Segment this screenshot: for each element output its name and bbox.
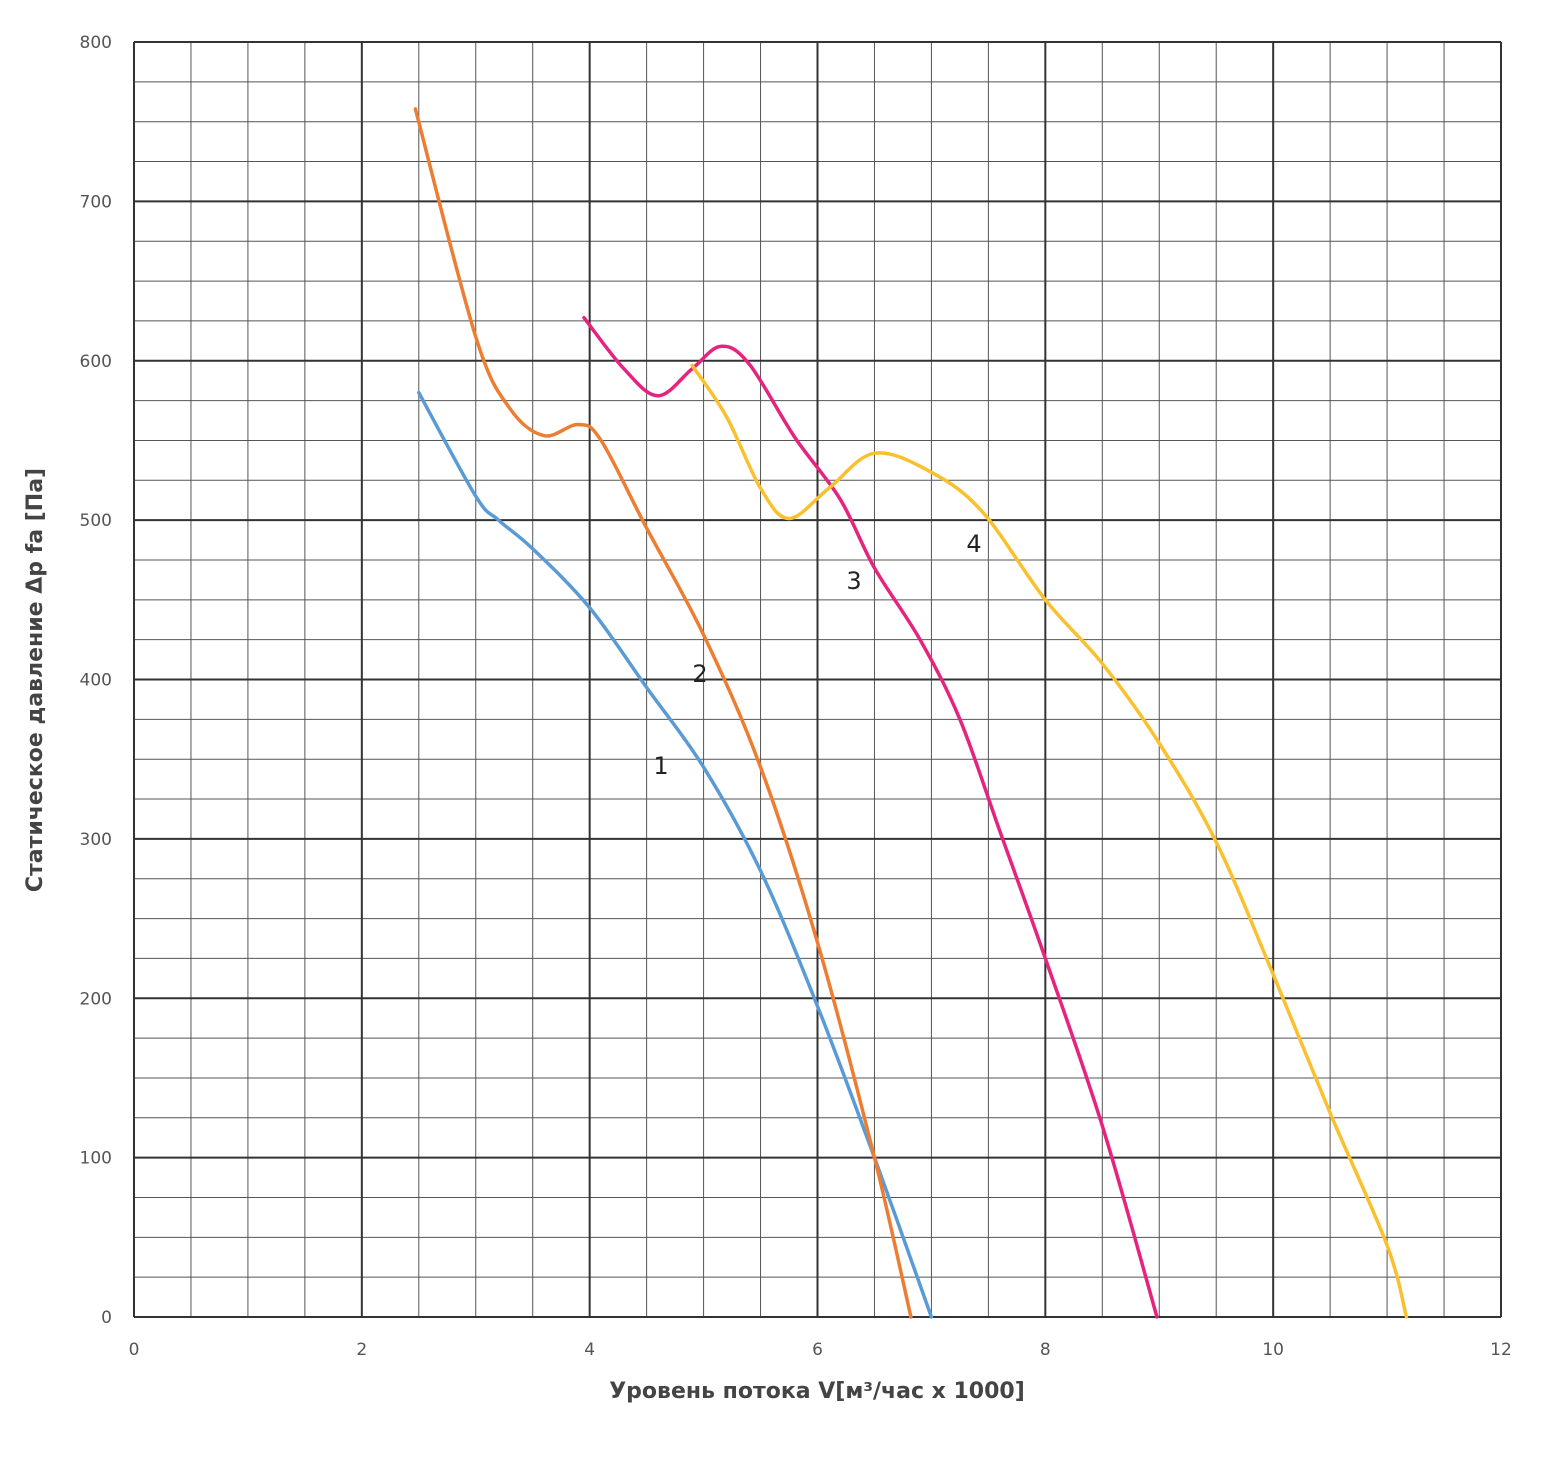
series-label: 2 [692, 660, 707, 688]
y-tick-label: 700 [80, 192, 112, 212]
y-axis-title: Статическое давление Δp fa [Па] [23, 468, 48, 892]
y-tick-label: 200 [80, 989, 112, 1009]
y-tick-label: 400 [80, 671, 112, 691]
line [582, 315, 1159, 1319]
x-tick-label: 12 [1490, 1340, 1512, 1360]
series-label: 3 [846, 567, 861, 595]
x-tick-label: 4 [584, 1340, 595, 1360]
x-tick-label: 10 [1262, 1340, 1284, 1360]
y-tick-label: 100 [80, 1149, 112, 1169]
line [413, 107, 913, 1319]
y-tick-label: 600 [80, 352, 112, 372]
line [690, 363, 1409, 1319]
x-tick-label: 2 [356, 1340, 367, 1360]
y-tick-label: 800 [80, 33, 112, 53]
x-tick-label: 0 [129, 1340, 140, 1360]
line [417, 390, 934, 1319]
y-tick-label: 300 [80, 830, 112, 850]
y-tick-label: 500 [80, 511, 112, 531]
x-axis-title: Уровень потока V[м³/час x 1000] [609, 1379, 1025, 1404]
series-label: 4 [966, 530, 981, 558]
x-tick-label: 8 [1040, 1340, 1051, 1360]
x-tick-label: 6 [812, 1340, 823, 1360]
series-label: 1 [653, 752, 668, 780]
y-tick-label: 0 [101, 1308, 112, 1328]
